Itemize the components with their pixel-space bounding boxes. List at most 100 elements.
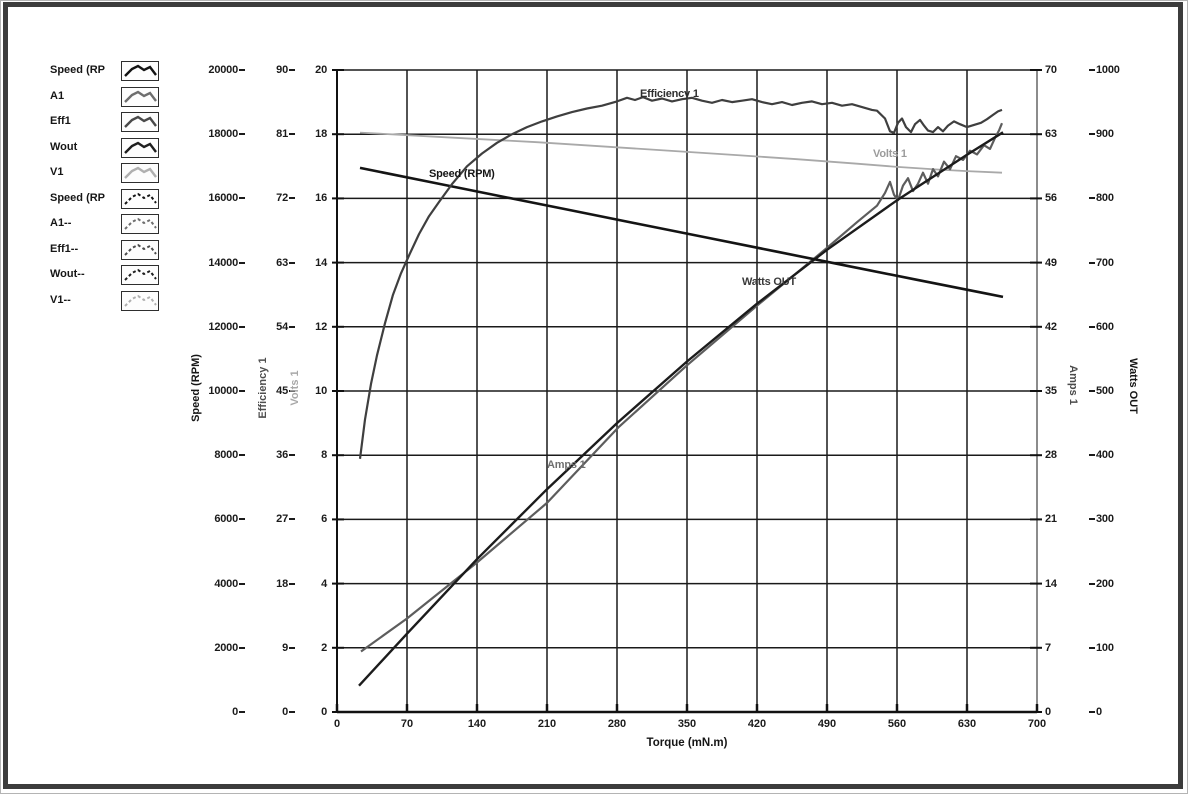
legend-line-swatch-icon <box>121 188 159 209</box>
efficiency-tick-label: 36 <box>245 448 296 462</box>
efficiency-tick-label: 54 <box>245 320 296 334</box>
volts-tick-label: 8 <box>321 449 327 462</box>
speed-tick-label: 6000 <box>170 512 246 526</box>
watts-tick-label: 1000 <box>1088 63 1142 77</box>
x-axis-title: Torque (mN.m) <box>646 737 728 749</box>
watts-tick-label: 600 <box>1088 320 1142 334</box>
speed-tick-label: 16000 <box>170 191 246 205</box>
volts-tick-label: 0 <box>321 706 327 718</box>
axis-title-amps: Amps 1 <box>1067 365 1079 405</box>
legend-item-label: Wout-- <box>50 268 85 280</box>
legend-item-wout-[interactable]: Wout-- <box>0 265 170 287</box>
efficiency-tick-label: 27 <box>245 512 296 526</box>
speed-tick-label: 12000 <box>170 320 246 334</box>
amps-tick-label: 0 <box>1045 706 1051 718</box>
curve-label-watts-out: Watts OUT <box>742 276 797 288</box>
legend-item-label: Wout <box>50 140 78 153</box>
legend-item-label: Speed (RP <box>50 64 106 76</box>
volts-tick-label: 6 <box>321 513 327 526</box>
legend-item-speed-rp[interactable]: Speed (RP <box>0 61 170 83</box>
legend-item-label: V1 <box>50 166 64 178</box>
legend-item-a1-[interactable]: A1-- <box>0 214 170 236</box>
legend-item-a1[interactable]: A1 <box>0 86 170 109</box>
efficiency-tick-label: 9 <box>245 641 296 655</box>
amps-tick-label: 42 <box>1045 320 1057 333</box>
amps-tick-label: 21 <box>1045 513 1057 526</box>
curve-label-amps-1: Amps 1 <box>547 459 586 471</box>
legend-item-label: V1-- <box>50 293 71 306</box>
amps-tick-label: 70 <box>1045 64 1057 76</box>
efficiency-tick-label: 81 <box>245 127 296 141</box>
series-volts-1 <box>359 131 1003 174</box>
speed-tick-label: 2000 <box>170 641 246 655</box>
legend-line-swatch-icon <box>121 163 159 183</box>
speed-tick-label: 4000 <box>170 577 246 591</box>
curve-label-speed-rpm-: Speed (RPM) <box>429 168 495 180</box>
legend-item-label: Eff1-- <box>50 242 79 255</box>
volts-tick-label: 16 <box>315 192 327 205</box>
legend-item-label: A1 <box>50 89 65 102</box>
efficiency-tick-label: 72 <box>245 191 296 205</box>
legend-item-label: Eff1 <box>50 115 71 127</box>
legend-item-eff1[interactable]: Eff1 <box>0 112 170 134</box>
watts-tick-label: 300 <box>1088 512 1142 526</box>
volts-tick-label: 12 <box>315 320 327 333</box>
legend-line-swatch-icon <box>121 265 159 285</box>
x-tick-label: 70 <box>400 718 414 730</box>
legend-line-swatch-icon <box>121 137 159 158</box>
legend-item-v1-[interactable]: V1-- <box>0 290 170 313</box>
curve-label-efficiency-1: Efficiency 1 <box>640 88 699 100</box>
curve-label-volts-1: Volts 1 <box>873 148 907 160</box>
axis-title-speed: Speed (RPM) <box>190 354 202 422</box>
amps-tick-label: 7 <box>1045 641 1051 654</box>
volts-tick-label: 10 <box>315 385 327 397</box>
x-tick-label: 280 <box>607 718 627 730</box>
x-tick-label: 140 <box>467 718 487 730</box>
volts-tick-label: 18 <box>315 128 327 141</box>
series-efficiency-1 <box>358 95 1003 459</box>
legend-item-wout[interactable]: Wout <box>0 137 170 160</box>
legend-item-label: A1-- <box>50 217 72 229</box>
legend-item-speed-rp[interactable]: Speed (RP <box>0 188 170 211</box>
legend-line-swatch-icon <box>121 61 159 81</box>
x-tick-label: 700 <box>1027 718 1047 730</box>
amps-tick-label: 56 <box>1045 192 1057 205</box>
series-speed-rpm- <box>359 166 1004 299</box>
speed-tick-label: 18000 <box>170 127 246 141</box>
efficiency-tick-label: 0 <box>245 705 296 719</box>
volts-tick-label: 14 <box>315 256 327 269</box>
efficiency-tick-label: 45 <box>245 384 296 398</box>
speed-tick-label: 10000 <box>170 384 246 398</box>
speed-tick-label: 8000 <box>170 448 246 462</box>
watts-tick-label: 400 <box>1088 448 1142 462</box>
amps-tick-label: 49 <box>1045 256 1057 269</box>
x-tick-label: 210 <box>537 718 557 730</box>
amps-tick-label: 14 <box>1045 577 1057 590</box>
axis-title-watts: Watts OUT <box>1127 358 1139 414</box>
legend-item-eff1-[interactable]: Eff1-- <box>0 239 170 262</box>
speed-tick-label: 0 <box>170 705 246 719</box>
legend-line-swatch-icon <box>121 86 159 107</box>
series-watts-out <box>358 131 1004 687</box>
efficiency-tick-label: 90 <box>245 63 296 77</box>
amps-tick-label: 28 <box>1045 449 1057 462</box>
watts-tick-label: 200 <box>1088 577 1142 591</box>
series-amps-1 <box>360 122 1004 653</box>
watts-tick-label: 0 <box>1088 705 1142 719</box>
legend-line-swatch-icon <box>121 112 159 132</box>
amps-tick-label: 35 <box>1045 385 1057 397</box>
x-tick-label: 560 <box>887 718 907 730</box>
efficiency-tick-label: 18 <box>245 577 296 591</box>
x-tick-label: 420 <box>747 718 767 730</box>
efficiency-tick-label: 63 <box>245 256 296 270</box>
legend-item-v1[interactable]: V1 <box>0 163 170 185</box>
x-tick-label: 350 <box>677 718 697 730</box>
legend-line-swatch-icon <box>121 239 159 260</box>
watts-tick-label: 900 <box>1088 127 1142 141</box>
watts-tick-label: 700 <box>1088 256 1142 270</box>
watts-tick-label: 800 <box>1088 191 1142 205</box>
watts-tick-label: 100 <box>1088 641 1142 655</box>
legend-item-label: Speed (RP <box>50 191 106 204</box>
